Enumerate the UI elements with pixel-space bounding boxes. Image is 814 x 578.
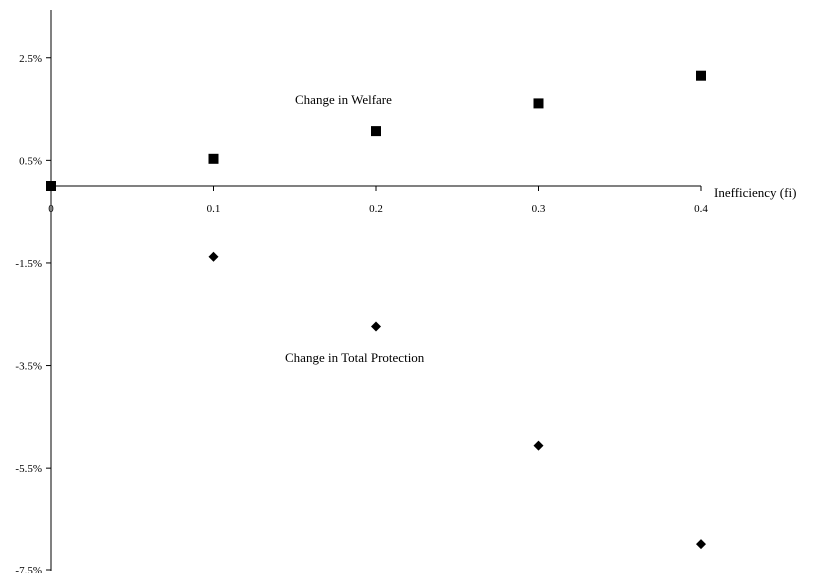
x-tick-label: 0.3 <box>532 203 546 215</box>
y-tick-label: -3.5% <box>15 361 42 373</box>
x-tick-label: 0.2 <box>369 203 383 215</box>
series-0 <box>46 70 706 191</box>
y-tick-label: -7.5% <box>15 565 42 573</box>
series-1 <box>208 251 706 550</box>
y-tick-label: -1.5% <box>15 258 42 270</box>
y-tick-label: 0.5% <box>19 155 42 167</box>
x-axis-ticks: 0 0.1 0.2 0.3 0.4 <box>48 186 708 215</box>
x-axis-title: Inefficiency (fi) <box>714 185 796 200</box>
welfare-point <box>371 126 381 137</box>
welfare-point <box>46 181 56 191</box>
welfare-point <box>208 153 219 164</box>
annotation-change-in-total-protection: Change in Total Protection <box>285 350 425 365</box>
y-tick-label: 2.5% <box>19 53 42 65</box>
x-tick-label: 0 <box>48 203 54 215</box>
annotation-change-in-welfare: Change in Welfare <box>295 92 392 107</box>
protection-point <box>208 251 219 262</box>
series-layer <box>46 70 706 550</box>
x-tick-label: 0.4 <box>694 203 708 215</box>
protection-point <box>696 539 706 550</box>
y-tick-label: -5.5% <box>15 463 42 475</box>
welfare-point <box>533 98 544 109</box>
protection-point <box>533 440 544 451</box>
protection-point <box>371 321 381 332</box>
y-axis-ticks: 2.5% 0.5% -1.5% -3.5% -5.5% -7.5% <box>15 53 51 577</box>
welfare-point <box>696 70 706 81</box>
x-tick-label: 0.1 <box>207 203 221 215</box>
